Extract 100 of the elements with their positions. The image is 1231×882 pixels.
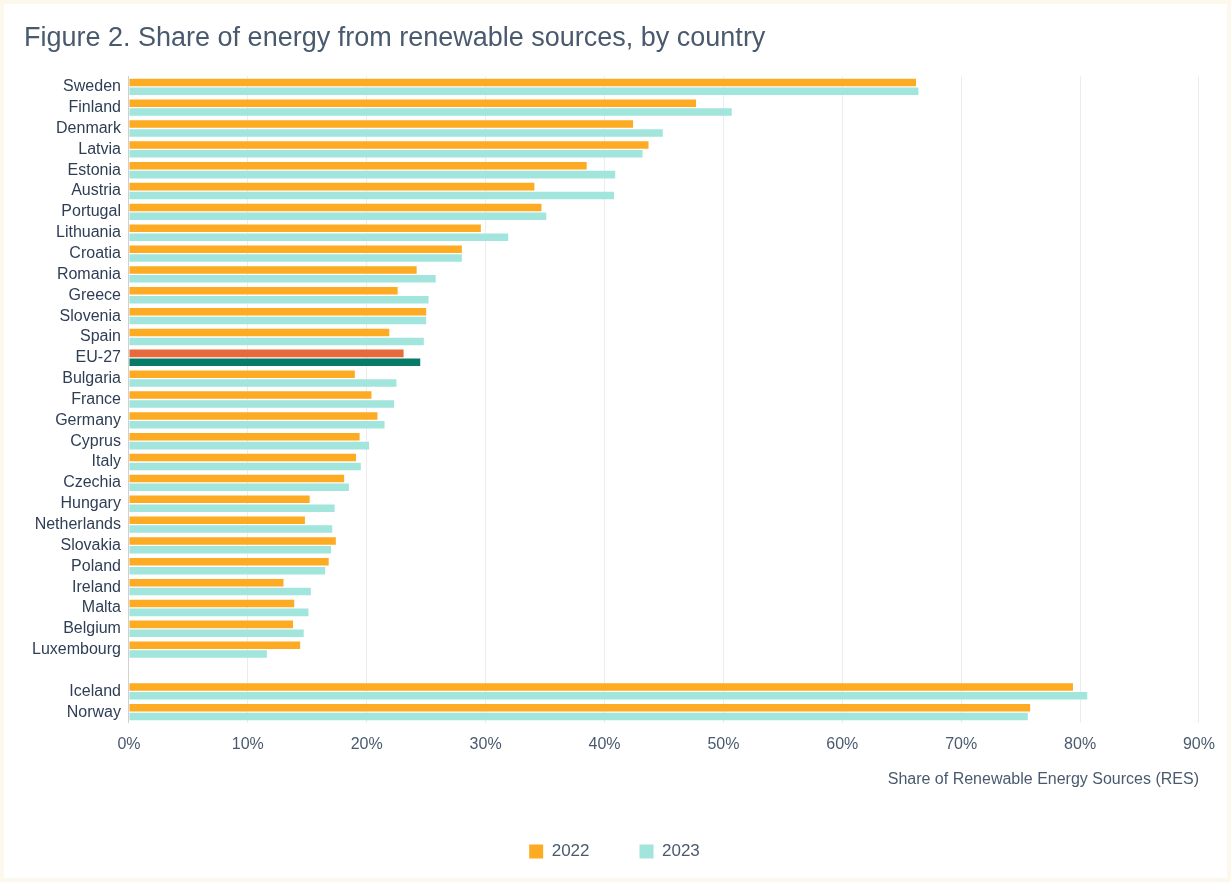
y-tick-label: Austria	[71, 181, 122, 199]
bar	[129, 504, 335, 512]
bar	[129, 400, 395, 408]
bar	[129, 191, 615, 200]
y-tick-label: EU-27	[75, 348, 122, 366]
bar	[129, 141, 649, 149]
chart-title: Figure 2. Share of energy from renewable sources, by country	[24, 21, 766, 52]
bar	[129, 170, 616, 179]
x-tick-label: 70%	[945, 734, 978, 752]
bar	[129, 182, 535, 191]
x-axis-title: Share of Renewable Energy Sources (RES)	[887, 769, 1199, 787]
y-tick-label: Latvia	[78, 139, 122, 157]
x-tick-label: 30%	[469, 734, 502, 752]
bar	[129, 99, 697, 107]
x-tick-label: 90%	[1182, 734, 1215, 752]
x-tick-label: 50%	[707, 734, 740, 752]
bar	[129, 599, 295, 608]
legend-label: 2023	[662, 841, 700, 861]
x-tick-label: 60%	[826, 734, 859, 752]
bar	[129, 337, 424, 346]
y-tick-label: Netherlands	[34, 514, 121, 532]
x-tick-label: 80%	[1064, 734, 1097, 752]
bar	[129, 370, 355, 378]
bar	[129, 683, 1073, 691]
bar	[129, 692, 1088, 700]
bar	[129, 629, 304, 637]
bar	[129, 474, 345, 483]
bar	[129, 703, 1031, 712]
bar	[129, 525, 333, 533]
bar	[129, 78, 917, 87]
bar	[129, 421, 385, 429]
bar	[129, 462, 361, 471]
y-tick-label: Hungary	[60, 494, 121, 512]
bar	[129, 295, 429, 304]
y-tick-label: Denmark	[56, 118, 122, 136]
y-tick-label: Luxembourg	[31, 640, 121, 658]
bar	[129, 412, 378, 420]
bar	[129, 328, 390, 337]
bar	[129, 316, 427, 325]
bar	[129, 266, 417, 274]
bar	[129, 349, 404, 358]
bar	[129, 641, 301, 649]
y-tick-label: Croatia	[69, 243, 122, 261]
bar	[129, 275, 436, 283]
bar	[129, 287, 398, 295]
y-tick-label: Norway	[66, 702, 121, 720]
bar	[129, 120, 634, 128]
bar	[129, 433, 360, 441]
y-tick-label: Slovakia	[60, 535, 122, 553]
y-tick-label: Estonia	[67, 160, 122, 178]
y-tick-label: Czechia	[63, 473, 122, 491]
bar	[129, 254, 462, 262]
bar	[129, 379, 397, 387]
bar	[129, 441, 370, 450]
bar	[129, 495, 310, 504]
bar	[129, 224, 481, 233]
x-tick-label: 20%	[350, 734, 383, 752]
bar	[129, 391, 372, 399]
bar	[129, 608, 309, 617]
bar	[129, 162, 587, 170]
bar	[129, 129, 663, 137]
y-tick-label: Poland	[71, 556, 121, 574]
x-tick-label: 40%	[588, 734, 621, 752]
bar	[129, 578, 284, 587]
y-tick-label: Iceland	[69, 681, 121, 699]
bar	[129, 233, 509, 241]
bar	[129, 358, 421, 366]
y-tick-label: Italy	[91, 452, 121, 470]
y-tick-label: Cyprus	[70, 431, 121, 449]
x-tick-label: 0%	[117, 734, 141, 752]
bar	[129, 212, 547, 221]
bar	[129, 587, 311, 596]
bar	[129, 650, 267, 658]
y-tick-label: Portugal	[61, 202, 121, 220]
bar	[129, 87, 919, 96]
y-tick-label: Ireland	[72, 577, 121, 595]
y-tick-label: Finland	[68, 98, 121, 116]
y-tick-label: Bulgaria	[62, 369, 122, 387]
bar	[129, 620, 294, 629]
bar	[129, 453, 357, 462]
y-tick-label: Romania	[56, 264, 122, 282]
x-tick-label: 10%	[231, 734, 264, 752]
bar	[129, 483, 349, 492]
bar	[129, 245, 462, 253]
y-tick-label: France	[71, 389, 122, 407]
y-tick-label: Sweden	[63, 77, 121, 95]
y-tick-label: Lithuania	[55, 223, 122, 241]
bar	[129, 546, 332, 554]
bar	[129, 307, 427, 316]
bar	[129, 516, 305, 524]
legend-label: 2022	[551, 841, 590, 861]
bar	[129, 537, 336, 545]
y-tick-label: Slovenia	[59, 306, 122, 324]
bar	[129, 203, 542, 212]
bar	[129, 558, 329, 566]
y-tick-label: Malta	[81, 598, 122, 616]
y-tick-label: Greece	[68, 285, 122, 303]
y-tick-label: Belgium	[63, 619, 121, 637]
bar	[129, 566, 326, 575]
y-tick-label: Germany	[55, 410, 121, 428]
